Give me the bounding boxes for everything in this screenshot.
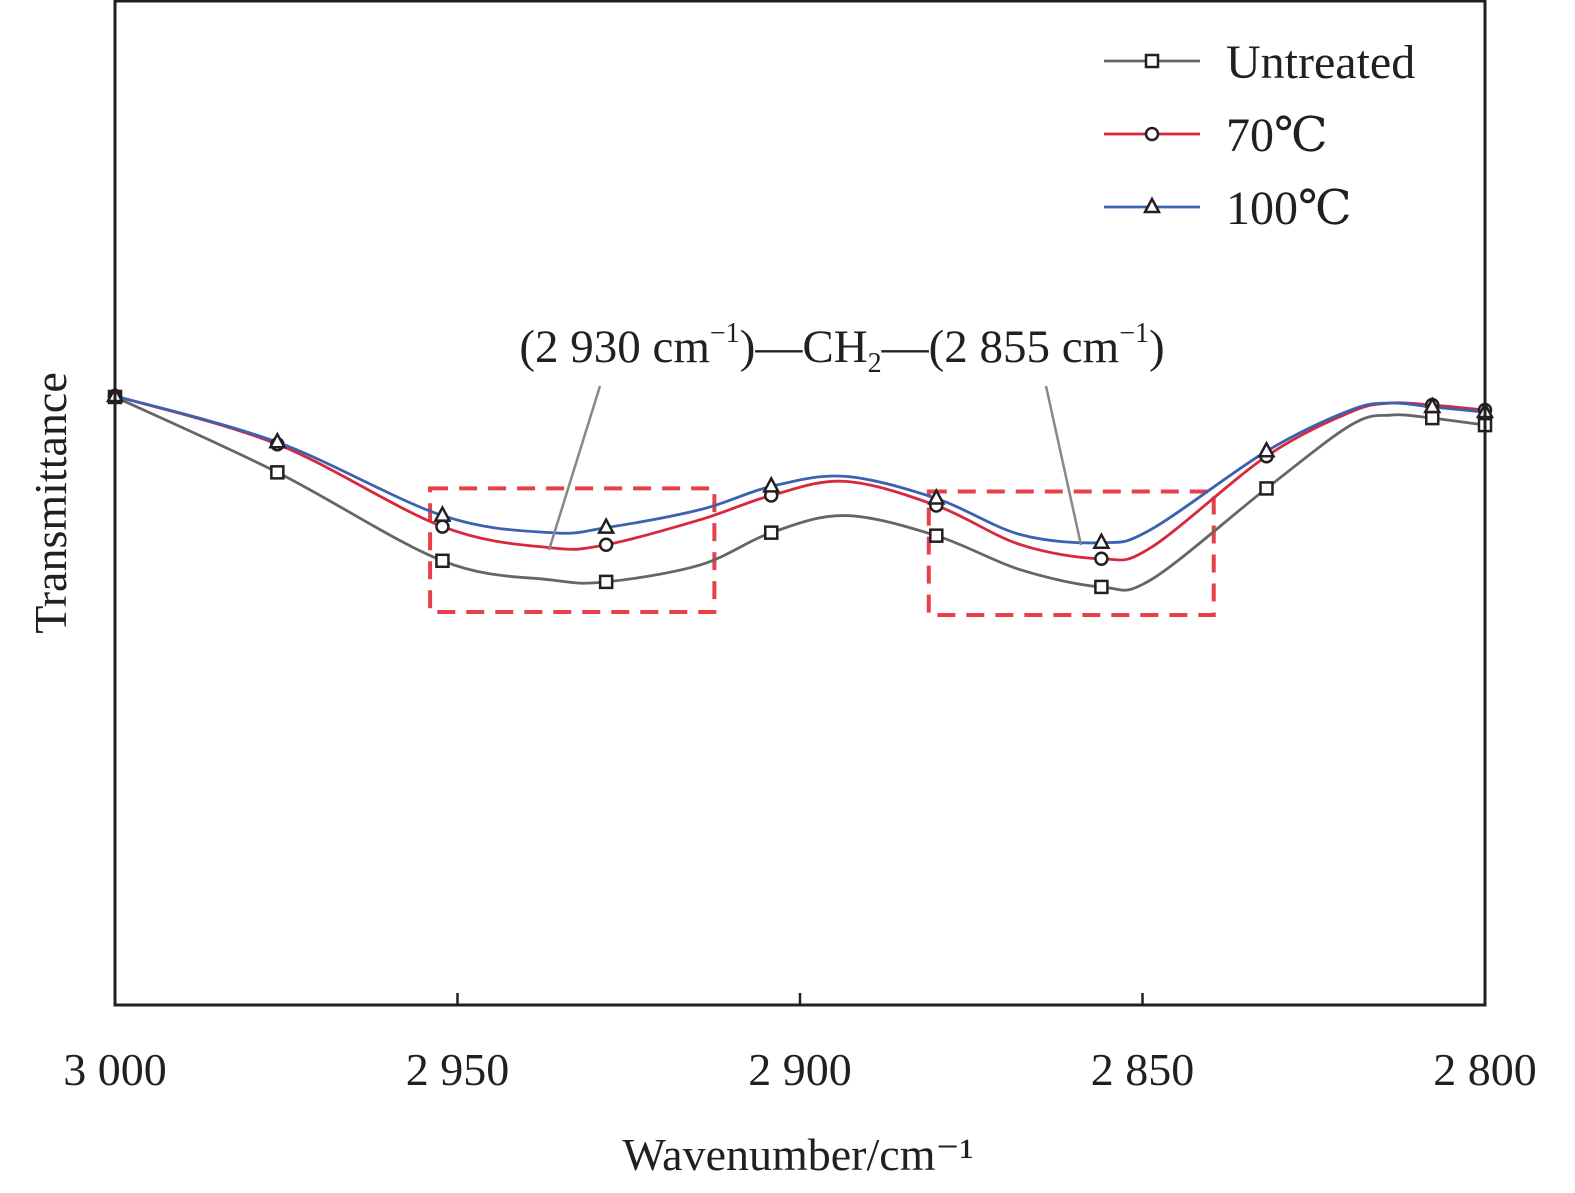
data-point-square	[1094, 579, 1109, 595]
legend-marker-square	[1144, 53, 1160, 69]
series-line-2	[114, 394, 1486, 545]
data-point-square	[1425, 410, 1440, 426]
data-point-square	[598, 574, 614, 590]
x-tick-label: 3 000	[63, 1044, 167, 1095]
data-point-square	[1259, 481, 1274, 496]
data-point-square	[763, 525, 779, 540]
legend-marker-circle	[1144, 126, 1160, 142]
x-tick-label: 2 900	[748, 1044, 852, 1095]
data-point-circle	[1094, 551, 1109, 567]
data-point-triangle	[1257, 440, 1276, 458]
data-point-triangle	[268, 431, 287, 449]
data-point-triangle	[433, 504, 452, 522]
annotation-leader-2855	[1044, 385, 1083, 546]
data-point-square	[929, 528, 944, 543]
data-point-circle	[598, 537, 614, 552]
legend-label: 70℃	[1226, 109, 1328, 162]
data-point-triangle	[1092, 532, 1111, 549]
data-point-square	[435, 553, 450, 569]
data-point-circle	[435, 519, 450, 534]
data-point-triangle	[1423, 396, 1442, 414]
data-point-square	[270, 465, 285, 480]
x-tick-label: 2 800	[1433, 1044, 1537, 1095]
legend: Untreated 70℃ 100℃	[1104, 36, 1415, 235]
legend-label: Untreated	[1226, 36, 1415, 89]
legend-label: 100℃	[1226, 182, 1352, 235]
legend-marker-triangle	[1142, 196, 1162, 214]
annotation-box-2855	[926, 489, 1216, 618]
x-tick-label: 2 950	[406, 1044, 510, 1095]
x-axis-label: Wavenumber/cm⁻¹	[622, 1129, 973, 1180]
annotation-leader-2930	[547, 385, 602, 551]
y-axis-label: Transmittance	[25, 372, 76, 634]
data-point-triangle	[927, 487, 946, 505]
data-point-triangle	[597, 516, 616, 534]
annotation-label: (2 930 cm−1)—CH2—(2 855 cm−1)	[519, 318, 1164, 379]
series-line-0	[114, 395, 1486, 592]
data-point-triangle	[762, 475, 781, 493]
x-tick-label: 2 850	[1091, 1044, 1195, 1095]
